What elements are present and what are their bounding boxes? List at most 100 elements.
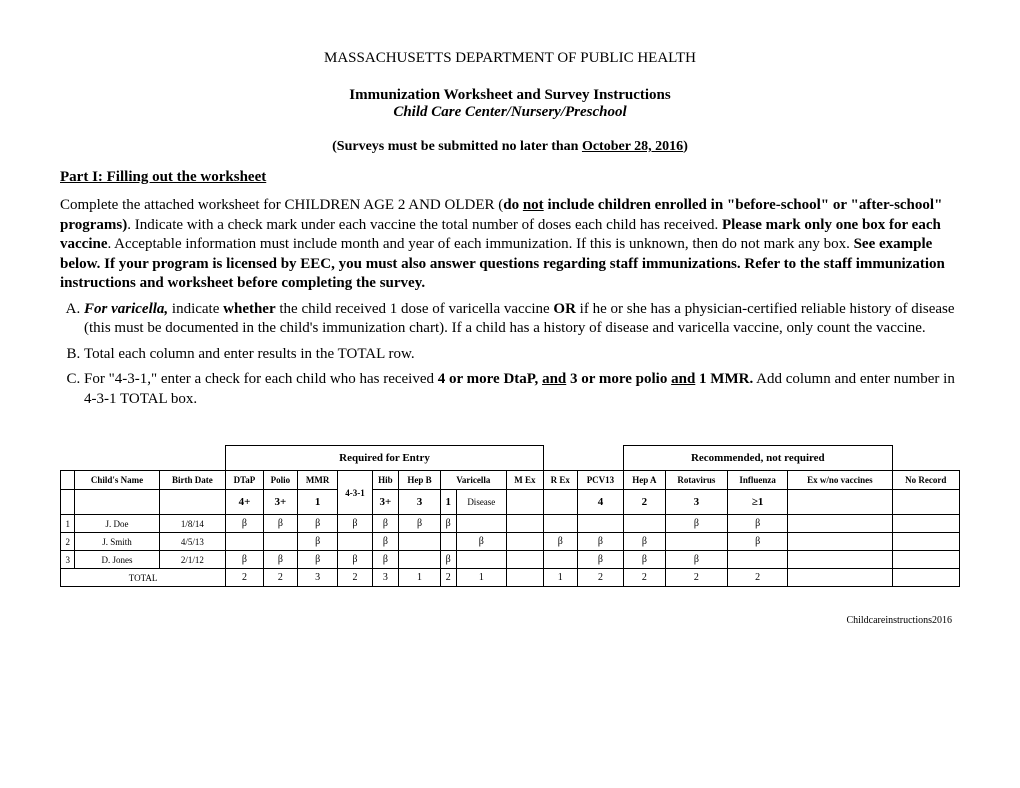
total-hib: 3 xyxy=(372,569,399,587)
column-header-row: Child's Name Birth Date DTaP Polio MMR 4… xyxy=(61,471,960,490)
crit-mmr: 1 xyxy=(298,490,338,515)
a-or: OR xyxy=(553,301,576,317)
table-cell: β xyxy=(665,551,727,569)
total-pcv13: 2 xyxy=(577,569,623,587)
table-cell xyxy=(892,533,960,551)
col-rotavirus: Rotavirus xyxy=(665,471,727,490)
table-cell xyxy=(728,551,788,569)
deadline-note: (Surveys must be submitted no later than… xyxy=(60,139,960,155)
group-recommended: Recommended, not required xyxy=(624,446,892,471)
table-cell: β xyxy=(665,515,727,533)
crit-blank-name xyxy=(75,490,159,515)
table-cell xyxy=(892,515,960,533)
col-dtap: DTaP xyxy=(226,471,264,490)
crit-hepa: 2 xyxy=(624,490,666,515)
total-mex xyxy=(506,569,543,587)
a-varicella: For varicella, xyxy=(84,301,168,317)
table-cell: 2 xyxy=(61,533,75,551)
total-hepa: 2 xyxy=(624,569,666,587)
footer-text: Childcareinstructions2016 xyxy=(60,615,960,626)
crit-pcv13: 4 xyxy=(577,490,623,515)
part1-heading: Part I: Filling out the worksheet xyxy=(60,169,960,186)
total-nor xyxy=(892,569,960,587)
crit-mex xyxy=(506,490,543,515)
p1-text-a: Complete the attached worksheet for CHIL… xyxy=(60,197,503,213)
a-txt-d: the child received 1 dose of varicella v… xyxy=(276,301,554,317)
total-row: TOTAL 2 2 3 2 3 1 2 1 1 2 2 2 2 xyxy=(61,569,960,587)
col-childs-name: Child's Name xyxy=(75,471,159,490)
table-cell: β xyxy=(298,533,338,551)
total-flu: 2 xyxy=(728,569,788,587)
table-cell xyxy=(788,515,892,533)
table-cell: β xyxy=(338,551,372,569)
total-mmr: 3 xyxy=(298,569,338,587)
instruction-c: For "4-3-1," enter a check for each chil… xyxy=(84,370,960,409)
col-pcv13: PCV13 xyxy=(577,471,623,490)
crit-blank-date xyxy=(159,490,226,515)
table-cell: J. Smith xyxy=(75,533,159,551)
table-cell: β xyxy=(263,515,297,533)
table-cell: 1/8/14 xyxy=(159,515,226,533)
crit-rex xyxy=(543,490,577,515)
col-varicella: Varicella xyxy=(440,471,506,490)
worksheet-table: Required for Entry Recommended, not requ… xyxy=(60,445,960,587)
col-mex: M Ex xyxy=(506,471,543,490)
table-cell xyxy=(263,533,297,551)
col-birth-date: Birth Date xyxy=(159,471,226,490)
c-1mmr: 1 MMR. xyxy=(695,371,753,387)
crit-var1: 1 xyxy=(440,490,456,515)
table-cell xyxy=(456,515,506,533)
table-cell: J. Doe xyxy=(75,515,159,533)
table-cell: D. Jones xyxy=(75,551,159,569)
table-cell: β xyxy=(624,533,666,551)
table-cell: β xyxy=(456,533,506,551)
doc-subtitle: Child Care Center/Nursery/Preschool xyxy=(60,104,960,121)
c-4dtap: 4 or more DtaP, xyxy=(438,371,542,387)
c-bold-group: 4 or more DtaP, and 3 or more polio and … xyxy=(438,371,753,387)
table-cell: β xyxy=(226,551,264,569)
crit-exwno xyxy=(788,490,892,515)
table-cell: β xyxy=(624,551,666,569)
p1-text-g: . Acceptable information must include mo… xyxy=(107,236,853,252)
total-dtap: 2 xyxy=(226,569,264,587)
total-var1: 2 xyxy=(440,569,456,587)
col-influenza: Influenza xyxy=(728,471,788,490)
crit-norecord xyxy=(892,490,960,515)
group-header-row: Required for Entry Recommended, not requ… xyxy=(61,446,960,471)
total-rota: 2 xyxy=(665,569,727,587)
table-cell xyxy=(788,551,892,569)
table-cell xyxy=(624,515,666,533)
table-cell: β xyxy=(226,515,264,533)
crit-rotavirus: 3 xyxy=(665,490,727,515)
table-row: 1J. Doe1/8/14βββββββββ xyxy=(61,515,960,533)
table-cell xyxy=(506,515,543,533)
table-cell: β xyxy=(298,551,338,569)
group-gap-2 xyxy=(892,446,960,471)
col-num xyxy=(61,471,75,490)
col-hepb: Hep B xyxy=(399,471,441,490)
crit-influenza: ≥1 xyxy=(728,490,788,515)
total-label: TOTAL xyxy=(61,569,226,587)
table-cell xyxy=(543,551,577,569)
total-exw xyxy=(788,569,892,587)
col-431: 4-3-1 xyxy=(338,471,372,515)
table-cell: β xyxy=(372,533,399,551)
col-hib: Hib xyxy=(372,471,399,490)
table-cell: β xyxy=(399,515,441,533)
col-norecord: No Record xyxy=(892,471,960,490)
table-cell: β xyxy=(543,533,577,551)
table-cell xyxy=(577,515,623,533)
table-cell xyxy=(338,533,372,551)
deadline-suffix: ) xyxy=(683,139,688,154)
doc-title: Immunization Worksheet and Survey Instru… xyxy=(60,87,960,104)
col-polio: Polio xyxy=(263,471,297,490)
c-txt-a: For "4-3-1," enter a check for each chil… xyxy=(84,371,438,387)
c-and2: and xyxy=(671,371,695,387)
table-cell xyxy=(506,533,543,551)
crit-var-disease: Disease xyxy=(456,490,506,515)
table-cell xyxy=(788,533,892,551)
table-cell: β xyxy=(728,533,788,551)
col-mmr: MMR xyxy=(298,471,338,490)
deadline-prefix: (Surveys must be submitted no later than xyxy=(332,139,582,154)
col-hepa: Hep A xyxy=(624,471,666,490)
